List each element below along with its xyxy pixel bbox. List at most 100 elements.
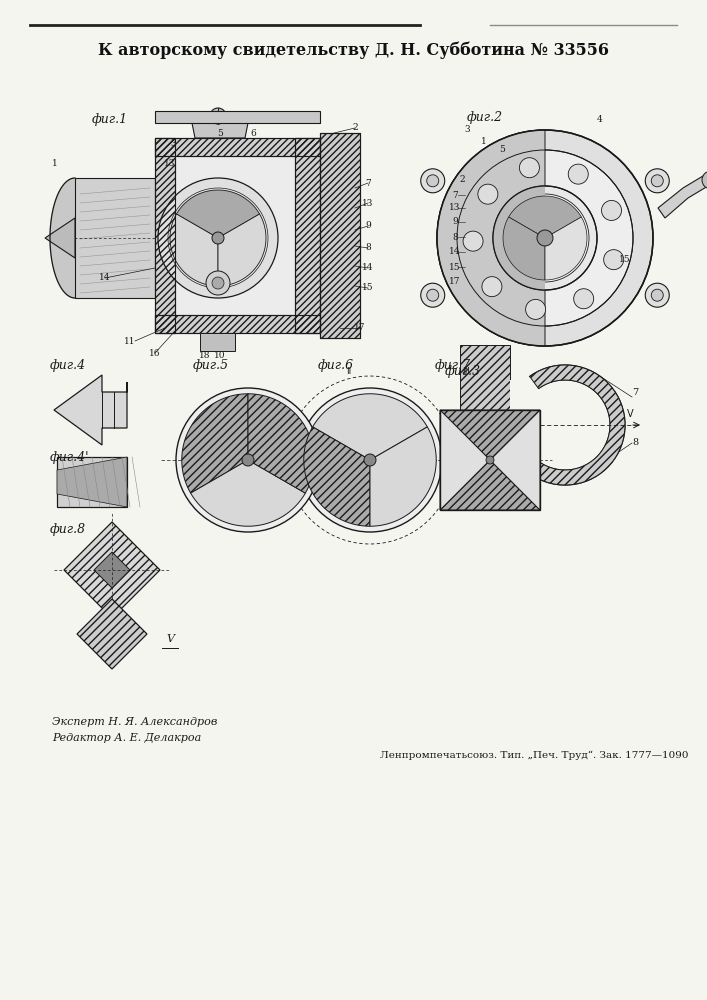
Circle shape xyxy=(158,178,278,298)
Bar xyxy=(510,380,520,470)
Text: фиг.2: фиг.2 xyxy=(467,111,503,124)
Polygon shape xyxy=(155,138,175,333)
Text: 7: 7 xyxy=(632,388,638,397)
Polygon shape xyxy=(75,178,155,298)
Polygon shape xyxy=(437,130,545,346)
Polygon shape xyxy=(490,410,540,510)
Polygon shape xyxy=(57,457,127,507)
Circle shape xyxy=(166,113,174,121)
Polygon shape xyxy=(545,217,587,280)
Text: 18: 18 xyxy=(199,351,211,360)
Polygon shape xyxy=(54,375,127,445)
Circle shape xyxy=(602,200,621,220)
Circle shape xyxy=(463,231,483,251)
Circle shape xyxy=(486,456,494,464)
Text: 13: 13 xyxy=(164,158,175,167)
Circle shape xyxy=(604,250,624,270)
Polygon shape xyxy=(304,427,370,526)
Text: 1: 1 xyxy=(52,158,58,167)
Text: 7: 7 xyxy=(452,190,458,200)
Text: ІІ: ІІ xyxy=(346,367,351,376)
Circle shape xyxy=(478,184,498,204)
Text: 8: 8 xyxy=(452,232,458,241)
Circle shape xyxy=(645,169,670,193)
Text: 6: 6 xyxy=(250,128,256,137)
Circle shape xyxy=(206,271,230,295)
Text: Редактор А. Е. Делакроа: Редактор А. Е. Делакроа xyxy=(52,733,201,743)
Bar xyxy=(155,111,320,123)
Text: 17: 17 xyxy=(354,324,366,332)
Polygon shape xyxy=(493,186,545,290)
Text: 9: 9 xyxy=(452,218,458,227)
Circle shape xyxy=(176,388,320,532)
Text: 3: 3 xyxy=(464,125,470,134)
Text: 9: 9 xyxy=(365,222,371,231)
Text: 3: 3 xyxy=(170,138,176,147)
Polygon shape xyxy=(370,427,436,526)
Text: 15: 15 xyxy=(362,284,374,292)
Text: ІІІ: ІІІ xyxy=(462,367,470,376)
Text: 13: 13 xyxy=(362,198,374,208)
Text: фиг.5: фиг.5 xyxy=(193,359,229,371)
Bar xyxy=(440,410,540,510)
Circle shape xyxy=(501,194,589,282)
Polygon shape xyxy=(64,522,160,618)
Text: 5: 5 xyxy=(499,145,505,154)
Text: 11: 11 xyxy=(124,336,136,346)
Polygon shape xyxy=(155,138,320,156)
Circle shape xyxy=(651,289,663,301)
Text: 8: 8 xyxy=(632,438,638,447)
Polygon shape xyxy=(77,599,147,669)
Circle shape xyxy=(573,289,594,309)
Text: V: V xyxy=(166,634,174,644)
Text: 16: 16 xyxy=(149,349,160,358)
Polygon shape xyxy=(170,214,218,286)
Text: фиг.6: фиг.6 xyxy=(318,359,354,371)
Circle shape xyxy=(242,454,254,466)
Circle shape xyxy=(520,158,539,178)
Text: V: V xyxy=(626,409,633,419)
Text: 17: 17 xyxy=(449,277,461,286)
Text: 14: 14 xyxy=(99,273,111,282)
Circle shape xyxy=(266,113,274,121)
Polygon shape xyxy=(320,133,360,338)
Bar xyxy=(200,333,235,351)
Polygon shape xyxy=(440,410,540,460)
Polygon shape xyxy=(312,394,427,460)
Polygon shape xyxy=(248,394,314,493)
Polygon shape xyxy=(50,178,75,298)
Circle shape xyxy=(191,113,199,121)
Text: 13: 13 xyxy=(450,204,461,213)
Polygon shape xyxy=(177,190,259,238)
Text: фиг.4: фиг.4 xyxy=(50,359,86,371)
Text: фиг.1: фиг.1 xyxy=(92,113,128,126)
Circle shape xyxy=(210,108,226,124)
Circle shape xyxy=(291,113,299,121)
Polygon shape xyxy=(192,123,248,138)
Polygon shape xyxy=(440,410,490,510)
Circle shape xyxy=(427,289,439,301)
Text: 2: 2 xyxy=(459,176,464,184)
Polygon shape xyxy=(218,214,266,286)
Text: фиг.8: фиг.8 xyxy=(50,524,86,536)
Text: 7: 7 xyxy=(365,178,371,188)
Polygon shape xyxy=(155,315,320,333)
Polygon shape xyxy=(440,460,540,510)
Circle shape xyxy=(702,171,707,189)
Circle shape xyxy=(645,283,670,307)
Circle shape xyxy=(212,277,224,289)
Text: Эксперт Н. Я. Александров: Эксперт Н. Я. Александров xyxy=(52,717,217,727)
Text: фиг.4': фиг.4' xyxy=(50,452,90,464)
Circle shape xyxy=(212,232,224,244)
Text: 10: 10 xyxy=(214,351,226,360)
Polygon shape xyxy=(45,218,75,258)
Circle shape xyxy=(427,175,439,187)
Text: Ленпромпечатьсоюз. Тип. „Печ. Труд“. Зак. 1777—1090: Ленпромпечатьсоюз. Тип. „Печ. Труд“. Зак… xyxy=(380,750,689,760)
Text: 15: 15 xyxy=(619,255,631,264)
Polygon shape xyxy=(530,365,625,485)
Text: 5: 5 xyxy=(217,128,223,137)
Circle shape xyxy=(421,169,445,193)
Bar xyxy=(175,156,295,315)
Circle shape xyxy=(298,388,442,532)
Circle shape xyxy=(216,113,224,121)
